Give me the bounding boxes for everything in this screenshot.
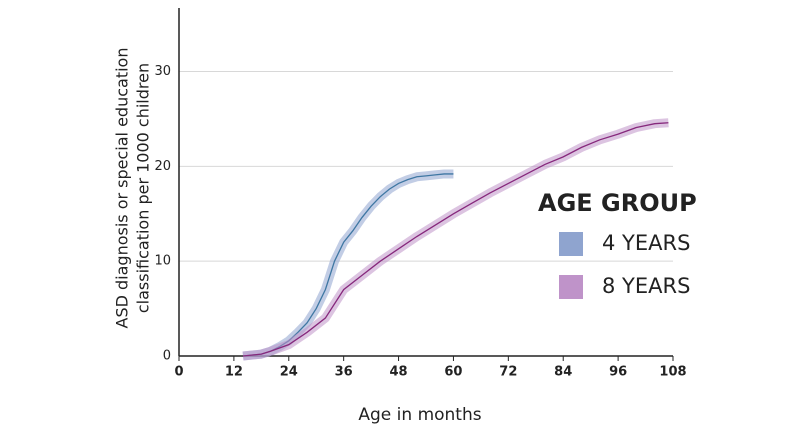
legend-label: 8 YEARS xyxy=(602,274,690,298)
y-tick-label: 10 xyxy=(154,254,171,269)
legend-swatch xyxy=(559,275,583,299)
series-line xyxy=(242,122,669,357)
x-tick-label: 36 xyxy=(335,365,353,380)
x-tick-label: 60 xyxy=(444,365,462,380)
x-tick-label: 12 xyxy=(225,365,243,380)
x-tick-label: 0 xyxy=(174,365,183,380)
legend-swatch xyxy=(559,232,583,256)
x-tick-label: 48 xyxy=(390,365,408,380)
legend-title: AGE GROUP xyxy=(538,189,697,217)
x-tick-label: 84 xyxy=(554,365,572,380)
y-tick-label: 30 xyxy=(154,64,171,79)
x-tick-label: 72 xyxy=(499,365,517,380)
x-axis-label: Age in months xyxy=(358,405,481,425)
confidence-band xyxy=(242,169,454,361)
series-line xyxy=(242,173,454,357)
y-axis-label: ASD diagnosis or special education xyxy=(113,48,132,329)
y-tick-label: 20 xyxy=(154,159,171,174)
x-tick-label: 96 xyxy=(609,365,627,380)
legend-label: 4 YEARS xyxy=(602,231,690,255)
y-tick-label: 0 xyxy=(163,349,171,364)
x-tick-label: 108 xyxy=(659,365,686,380)
y-axis-label: classification per 1000 children xyxy=(134,63,153,313)
x-tick-label: 24 xyxy=(280,365,298,380)
